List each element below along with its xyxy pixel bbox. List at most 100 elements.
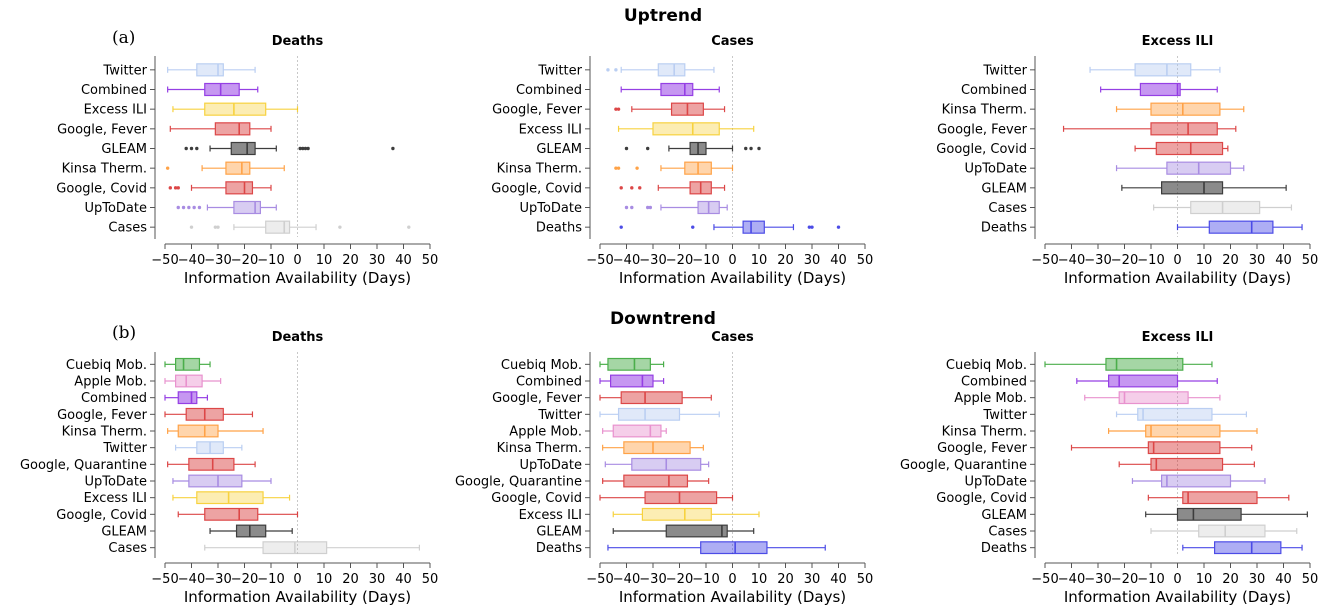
outlier-point: [646, 205, 650, 210]
box-iqr: [1145, 424, 1221, 438]
box: [1150, 524, 1298, 538]
category-label: UpToDate: [519, 458, 582, 473]
outlier-point: [298, 146, 302, 151]
box: [1118, 457, 1255, 471]
category-label: Excess ILI: [84, 491, 147, 506]
x-tick-label: 30: [369, 253, 386, 268]
box-iqr: [225, 181, 254, 195]
x-tick-label: −10: [1137, 572, 1164, 587]
box: [177, 507, 299, 521]
box-iqr: [204, 507, 259, 521]
box: [1182, 541, 1303, 555]
outlier-point: [176, 186, 180, 190]
outlier-point: [616, 166, 621, 170]
x-tick-label: 10: [316, 572, 333, 587]
box: [602, 424, 667, 438]
box: [612, 524, 755, 538]
category-label: Twitter: [537, 63, 582, 78]
category-label: GLEAM: [536, 142, 582, 157]
x-tick-label: −10: [692, 253, 719, 268]
category-label: Cases: [988, 201, 1027, 216]
box: [1107, 424, 1258, 438]
category-label: Twitter: [102, 441, 147, 456]
category-label: Google, Fever: [492, 103, 583, 118]
box: [204, 541, 420, 555]
category-label: Google, Fever: [937, 122, 1028, 137]
category-label: Kinsa Therm.: [497, 162, 582, 177]
x-tick-label: −50: [1031, 253, 1058, 268]
box: [184, 141, 395, 156]
outlier-point: [619, 186, 623, 190]
box-iqr: [204, 102, 267, 116]
box-iqr: [1160, 474, 1232, 488]
box-iqr: [204, 82, 240, 97]
x-tick-label: −30: [1084, 253, 1111, 268]
x-tick-label: 30: [1249, 572, 1266, 587]
outlier-point: [165, 166, 170, 170]
box: [1044, 357, 1213, 371]
x-tick-label: 40: [830, 253, 847, 268]
x-tick-label: 10: [751, 253, 768, 268]
x-tick-label: 30: [369, 572, 386, 587]
box: [607, 541, 826, 555]
x-tick-label: 30: [1249, 253, 1266, 268]
box: [1070, 441, 1253, 455]
box: [614, 102, 726, 116]
category-label: UpToDate: [964, 162, 1027, 177]
box-iqr: [623, 441, 691, 455]
box-iqr: [188, 474, 243, 488]
category-label: Google, Covid: [491, 491, 582, 506]
outlier-point: [757, 146, 761, 151]
x-tick-label: −20: [666, 572, 693, 587]
box-iqr: [742, 220, 765, 234]
outlier-point: [624, 146, 629, 151]
chart-title: Deaths: [272, 330, 324, 345]
x-tick-label: 40: [395, 253, 412, 268]
x-tick-label: −10: [1137, 253, 1164, 268]
box: [1115, 102, 1245, 116]
category-label: GLEAM: [981, 508, 1027, 523]
outlier-point: [624, 205, 629, 210]
box: [617, 122, 755, 136]
category-label: Combined: [516, 83, 582, 98]
x-tick-label: −30: [639, 253, 666, 268]
box-iqr: [1150, 457, 1224, 471]
box-iqr: [175, 357, 201, 371]
box: [164, 374, 222, 388]
x-tick-label: −30: [639, 572, 666, 587]
box: [1100, 82, 1218, 97]
x-tick-label: −20: [1111, 572, 1138, 587]
category-label: Google, Quarantine: [20, 458, 147, 473]
outlier-point: [213, 225, 218, 229]
category-label: Combined: [516, 375, 582, 390]
box-iqr: [1155, 141, 1224, 156]
box-iqr: [1190, 200, 1261, 215]
x-tick-label: 30: [804, 572, 821, 587]
outlier-point: [614, 68, 618, 72]
box: [599, 407, 720, 421]
x-tick-label: 40: [395, 572, 412, 587]
outlier-point: [749, 146, 753, 151]
x-tick-label: −40: [178, 253, 205, 268]
box: [175, 441, 243, 455]
box-iqr: [652, 122, 720, 136]
outlier-point: [176, 205, 180, 210]
x-axis-label: Information Availability (Days): [1064, 269, 1291, 287]
box-iqr: [1150, 102, 1221, 116]
category-label: Excess ILI: [519, 508, 582, 523]
category-label: Excess ILI: [519, 122, 582, 137]
x-tick-label: 10: [751, 572, 768, 587]
x-tick-label: 20: [777, 572, 794, 587]
category-label: Google, Covid: [936, 491, 1027, 506]
section-title-uptrend: Uptrend: [624, 6, 702, 26]
category-label: Google, Covid: [936, 142, 1027, 157]
outlier-point: [635, 166, 639, 170]
category-label: Apple Mob.: [954, 391, 1027, 406]
box-iqr: [214, 122, 251, 136]
x-tick-label: −30: [204, 253, 231, 268]
box-iqr: [196, 63, 224, 77]
outlier-point: [391, 146, 395, 151]
outlier-point: [181, 205, 186, 210]
box: [167, 424, 264, 438]
